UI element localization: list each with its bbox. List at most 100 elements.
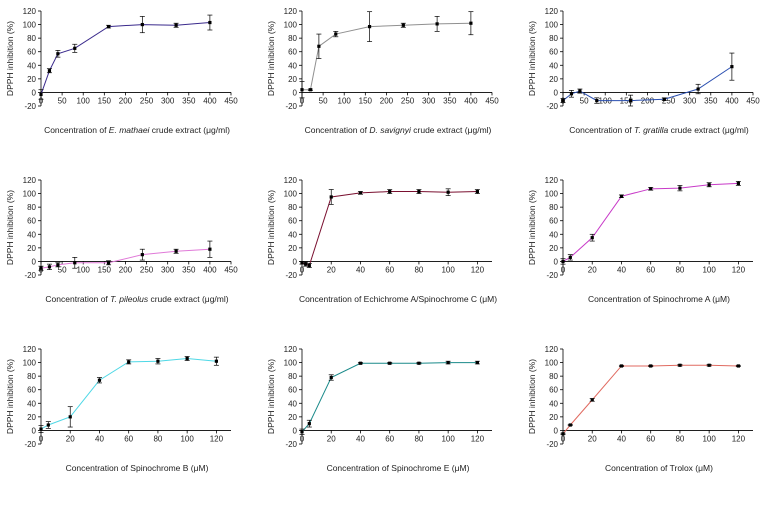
data-point — [678, 186, 682, 190]
x-tick-label: 400 — [725, 96, 739, 105]
data-point — [300, 261, 304, 265]
y-tick-label: 100 — [23, 190, 37, 199]
x-tick-label: 80 — [414, 265, 423, 274]
chart-panel-t-pileolus: -200204060801001200501001502002503003504… — [0, 169, 261, 338]
x-tick-label: 450 — [746, 96, 760, 105]
x-tick-label: 20 — [327, 265, 336, 274]
y-tick-label: 120 — [284, 7, 298, 16]
series-line — [301, 362, 478, 433]
x-tick-label: 100 — [338, 96, 352, 105]
series-line — [40, 22, 210, 95]
y-tick-label: 120 — [545, 7, 559, 16]
x-tick-label: 200 — [641, 96, 655, 105]
data-point — [106, 25, 111, 29]
y-tick-label: 40 — [549, 230, 558, 239]
x-tick-label: 100 — [702, 265, 716, 274]
y-tick-label: 0 — [554, 257, 559, 266]
x-tick-label: 50 — [58, 96, 67, 105]
x-tick-label: 150 — [359, 96, 373, 105]
series-line — [562, 182, 739, 262]
y-tick-label: -20 — [24, 440, 36, 449]
y-tick-label: 40 — [549, 399, 558, 408]
y-tick-label: 60 — [27, 386, 36, 395]
x-tick-label: 150 — [98, 265, 112, 274]
y-tick-label: 60 — [27, 217, 36, 226]
data-point — [388, 189, 392, 194]
x-tick-label: 20 — [588, 434, 597, 443]
chart-panel-d-savignyi: -20 0 20 40 60 80 100 120 0 50 100 150 200 250 300 350 4… — [261, 0, 522, 169]
data-point — [140, 22, 144, 27]
data-point — [569, 92, 574, 96]
data-point — [568, 423, 572, 427]
x-tick-label: 450 — [485, 96, 499, 105]
data-point — [568, 255, 572, 259]
x-tick-label: 20 — [327, 434, 336, 443]
x-axis-label: Concentration of Spinochrome A (μM) — [588, 294, 730, 304]
y-tick-label: 40 — [288, 61, 297, 70]
y-tick-label: 0 — [293, 426, 298, 435]
chart-panel-spinochrome-a: -20 0 20 40 60 80 100 120 0 20 40 60 80 100 120 DPPH in… — [522, 169, 783, 338]
data-point — [707, 363, 711, 367]
x-axis-label: Concentration of T. gratilla crude extra… — [569, 125, 749, 135]
data-point — [367, 25, 372, 29]
y-tick-label: 80 — [549, 34, 558, 43]
y-tick-label: -20 — [285, 440, 297, 449]
data-point — [561, 432, 565, 436]
x-axis-label: Concentration of Spinochrome B (μM) — [65, 463, 209, 473]
x-tick-label: 150 — [98, 96, 112, 105]
y-tick-label: 80 — [549, 372, 558, 381]
chart-panel-spinochrome-e: -20 0 20 40 60 80 100 120 0 20 40 60 80 100 120 DPPH in… — [261, 338, 522, 507]
chart-svg: -200204060801001200501001502002503003504… — [527, 7, 760, 111]
x-tick-label: 100 — [441, 434, 455, 443]
y-tick-label: 80 — [288, 34, 297, 43]
y-tick-label: -20 — [546, 102, 558, 111]
chart-panel-spinochrome-b: -20 0 20 40 60 80 100 120 0 20 40 60 80 100 120 DPPH in… — [0, 338, 261, 507]
data-point — [47, 69, 52, 73]
data-point — [696, 87, 700, 91]
y-tick-label: 20 — [27, 413, 36, 422]
y-tick-label: 60 — [549, 217, 558, 226]
y-axis-label: DPPH inhibition (%) — [266, 21, 276, 96]
x-tick-label: 40 — [356, 265, 365, 274]
y-tick-label: 20 — [549, 75, 558, 84]
x-tick-label: 40 — [617, 265, 626, 274]
y-tick-label: -20 — [24, 271, 36, 280]
data-point — [446, 360, 450, 365]
chart-panel-t-gratilla: -200204060801001200501001502002503003504… — [522, 0, 783, 169]
x-tick-label: 250 — [140, 265, 154, 274]
y-tick-label: 20 — [27, 75, 36, 84]
x-tick-label: 0 — [300, 96, 305, 105]
x-axis-label: Concentration of D. savignyi crude extra… — [304, 125, 492, 135]
data-point — [595, 98, 599, 103]
y-tick-label: 40 — [27, 230, 36, 239]
y-tick-label: 40 — [549, 61, 558, 70]
y-tick-label: 80 — [288, 203, 297, 212]
y-tick-label: 100 — [284, 359, 298, 368]
x-axis-label: Concentration of E. mathaei crude extrac… — [44, 125, 230, 135]
y-tick-label: 80 — [27, 203, 36, 212]
data-point — [300, 88, 304, 92]
x-tick-label: 100 — [702, 434, 716, 443]
x-tick-label: 300 — [161, 265, 175, 274]
y-axis-label: DPPH inhibition (%) — [5, 21, 15, 96]
data-point — [358, 361, 363, 365]
y-tick-label: 0 — [293, 88, 298, 97]
data-point — [39, 92, 43, 97]
x-tick-label: 60 — [385, 434, 394, 443]
data-point — [73, 46, 77, 50]
x-axis-label: Concentration of Echichrome A/Spinochrom… — [298, 294, 498, 304]
data-point — [307, 263, 311, 268]
x-tick-label: 0 — [39, 96, 44, 105]
y-tick-label: 60 — [549, 386, 558, 395]
data-point — [469, 21, 473, 25]
data-point — [56, 52, 60, 56]
x-tick-label: 350 — [182, 265, 196, 274]
y-tick-label: 0 — [32, 426, 37, 435]
x-tick-label: 40 — [617, 434, 626, 443]
data-point — [39, 266, 43, 270]
x-tick-label: 100 — [180, 434, 194, 443]
data-point — [417, 189, 421, 194]
